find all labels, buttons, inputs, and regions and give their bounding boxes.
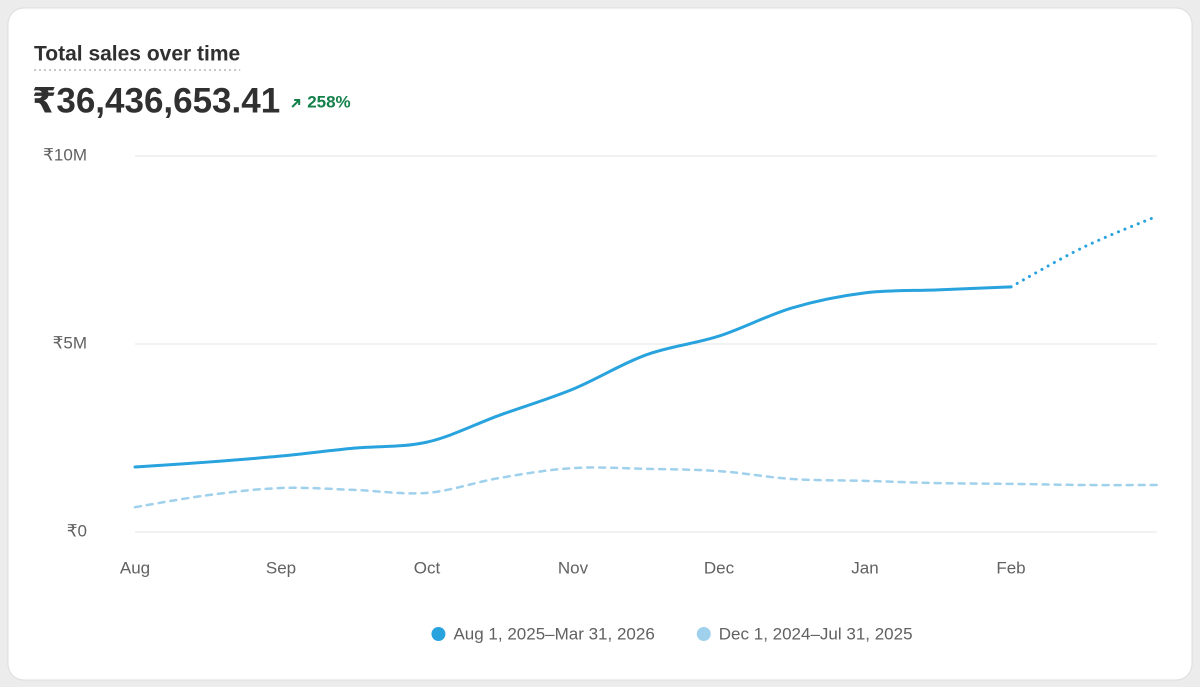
x-tick-label: Sep	[266, 558, 296, 577]
y-tick-label: ₹5M	[53, 333, 87, 352]
legend-label: Dec 1, 2024–Jul 31, 2025	[719, 624, 913, 643]
series-line	[133, 466, 1159, 509]
change-badge: 258%	[291, 92, 351, 111]
y-tick-label: ₹0	[67, 521, 87, 540]
total-value: ₹36,436,653.41	[32, 81, 280, 120]
legend-marker	[431, 627, 446, 641]
series-line	[133, 285, 1013, 469]
legend: Aug 1, 2025–Mar 31, 2026 Dec 1, 2024–Jul …	[431, 624, 913, 643]
change-value: 258%	[307, 92, 350, 111]
x-tick-label: Jan	[851, 558, 878, 577]
up-arrow	[291, 99, 301, 108]
x-tick-label: Aug	[120, 558, 150, 577]
x-tick-label: Dec	[704, 558, 735, 577]
x-tick-label: Oct	[414, 558, 441, 577]
x-tick-label: Feb	[996, 558, 1025, 577]
y-tick-label: ₹10M	[43, 145, 87, 164]
x-tick-label: Nov	[558, 558, 589, 577]
legend-marker	[696, 627, 711, 641]
legend-label: Aug 1, 2025–Mar 31, 2026	[453, 624, 654, 643]
chart-title[interactable]: Total sales over time	[34, 43, 240, 66]
series-line	[1009, 214, 1159, 289]
